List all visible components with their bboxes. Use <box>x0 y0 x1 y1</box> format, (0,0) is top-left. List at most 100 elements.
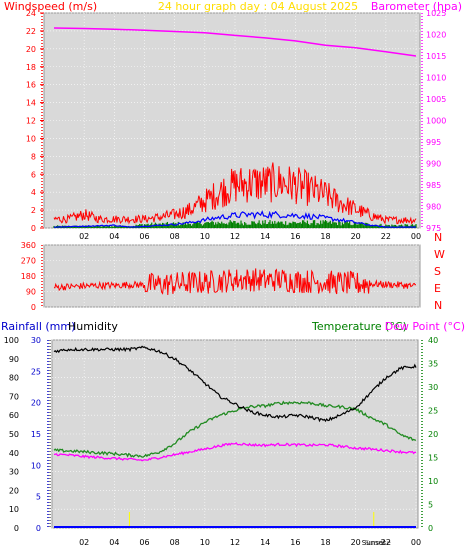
windspeed-axis-title: Windspeed (m/s) <box>4 0 97 13</box>
barometer-tick-label: 975 <box>426 224 441 233</box>
compass-label: W <box>434 248 445 261</box>
barometer-tick-label: 985 <box>426 181 441 190</box>
temperature-tick-label: 35 <box>428 360 438 369</box>
rainfall-tick-label: 10 <box>31 461 41 470</box>
windspeed-tick-label: 16 <box>26 81 36 90</box>
windspeed-tick-label: 6 <box>31 170 36 179</box>
wind-plot-area <box>43 12 421 229</box>
wind-x-tick-label: 12 <box>230 232 240 241</box>
barometer-axis-title: Barometer (hpa) <box>371 0 462 13</box>
humidity-tick-label: 100 <box>4 336 19 345</box>
graph-title: 24 hour graph day : 04 August 2025 <box>158 0 358 13</box>
compass-label: S <box>434 265 441 278</box>
windspeed-tick-label: 20 <box>26 45 36 54</box>
humidity-tick-label: 0 <box>14 524 19 533</box>
humidity-tick-label: 40 <box>9 449 19 458</box>
direction-tick-label: 270 <box>21 257 36 266</box>
windspeed-tick-label: 18 <box>26 63 36 72</box>
wind-x-tick-label: 16 <box>290 232 300 241</box>
barometer-tick-label: 980 <box>426 203 441 212</box>
humidity-tick-label: 70 <box>9 392 19 401</box>
temperature-x-tick-label: 20 <box>351 538 361 547</box>
wind-x-tick-label: 06 <box>139 232 149 241</box>
direction-tick-label: 0 <box>31 303 36 312</box>
wind-x-tick-label: 22 <box>381 232 391 241</box>
temperature-x-tick-label: 06 <box>139 538 149 547</box>
humidity-axis-title: Humidity <box>68 320 118 333</box>
windspeed-tick-label: 24 <box>26 9 36 18</box>
sunset-label: Sunset <box>362 539 386 547</box>
temperature-tick-label: 5 <box>428 501 433 510</box>
temperature-tick-label: 40 <box>428 336 438 345</box>
barometer-tick-label: 1005 <box>426 95 446 104</box>
compass-label: N <box>434 231 442 244</box>
windspeed-tick-label: 22 <box>26 27 36 36</box>
temperature-x-tick-label: 04 <box>109 538 119 547</box>
dewpoint-axis-title: Dew Point (°C) <box>385 320 465 333</box>
wind-x-tick-label: 02 <box>79 232 89 241</box>
sunrise-label: Sunrise <box>365 539 391 547</box>
temperature-tick-label: 30 <box>428 383 438 392</box>
wind-x-tick-label: 04 <box>109 232 119 241</box>
barometer-series-line <box>53 27 417 57</box>
barometer-tick-label: 1015 <box>426 52 446 61</box>
wind-direction-series-line <box>53 268 417 296</box>
wind-x-tick-label: 20 <box>351 232 361 241</box>
wind-x-tick-label: 14 <box>260 232 270 241</box>
temperature-tick-label: 0 <box>428 524 433 533</box>
temperature-tick-label: 25 <box>428 407 438 416</box>
dew-point-series-line <box>53 441 416 462</box>
compass-label: E <box>434 282 441 295</box>
windspeed-tick-label: 0 <box>31 224 36 233</box>
windspeed-tick-label: 12 <box>26 117 36 126</box>
windspeed-tick-label: 10 <box>26 134 36 143</box>
humidity-tick-label: 30 <box>9 468 19 477</box>
humidity-tick-label: 20 <box>9 486 19 495</box>
barometer-tick-label: 990 <box>426 160 441 169</box>
barometer-tick-label: 995 <box>426 138 441 147</box>
wind-x-tick-label: 18 <box>320 232 330 241</box>
rainfall-tick-label: 30 <box>31 336 41 345</box>
direction-tick-label: 180 <box>21 272 36 281</box>
compass-label: N <box>434 299 442 312</box>
temperature-tick-label: 15 <box>428 454 438 463</box>
rainfall-tick-label: 0 <box>36 524 41 533</box>
humidity-tick-label: 90 <box>9 355 19 364</box>
barometer-tick-label: 1025 <box>426 9 446 18</box>
barometer-tick-label: 1020 <box>426 31 446 40</box>
rainfall-tick-label: 5 <box>36 493 41 502</box>
temperature-axis-title: Temperature (°C) <box>311 320 407 333</box>
rainfall-tick-label: 20 <box>31 399 41 408</box>
barometer-tick-label: 1000 <box>426 117 446 126</box>
windspeed-tick-label: 2 <box>31 206 36 215</box>
windspeed-tick-label: 4 <box>31 188 36 197</box>
direction-plot-area <box>43 244 421 308</box>
temperature-x-tick-label: 10 <box>200 538 210 547</box>
average-wind-series-line <box>53 210 416 228</box>
wind-x-tick-label: 08 <box>170 232 180 241</box>
temperature-x-tick-label: 00 <box>411 538 421 547</box>
barometer-tick-label: 1010 <box>426 74 446 83</box>
humidity-tick-label: 50 <box>9 430 19 439</box>
temperature-x-tick-label: 18 <box>320 538 330 547</box>
humidity-tick-label: 10 <box>9 505 19 514</box>
wind-x-tick-label: 00 <box>411 232 421 241</box>
windspeed-series-line <box>53 162 417 225</box>
direction-tick-label: 360 <box>21 241 36 250</box>
rainfall-tick-label: 25 <box>31 367 41 376</box>
humidity-tick-label: 60 <box>9 411 19 420</box>
temperature-series-line <box>53 400 417 458</box>
temperature-x-tick-label: 08 <box>170 538 180 547</box>
temperature-x-tick-label: 16 <box>290 538 300 547</box>
temperature-tick-label: 10 <box>428 477 438 486</box>
wind-x-tick-label: 10 <box>200 232 210 241</box>
rainfall-axis-title: Rainfall (mm) <box>1 320 75 333</box>
humidity-series-line <box>53 345 417 423</box>
temperature-x-tick-label: 02 <box>79 538 89 547</box>
windspeed-tick-label: 14 <box>26 99 36 108</box>
temperature-x-tick-label: 12 <box>230 538 240 547</box>
temperature-x-tick-label: 22 <box>381 538 391 547</box>
temperature-x-tick-label: 14 <box>260 538 270 547</box>
